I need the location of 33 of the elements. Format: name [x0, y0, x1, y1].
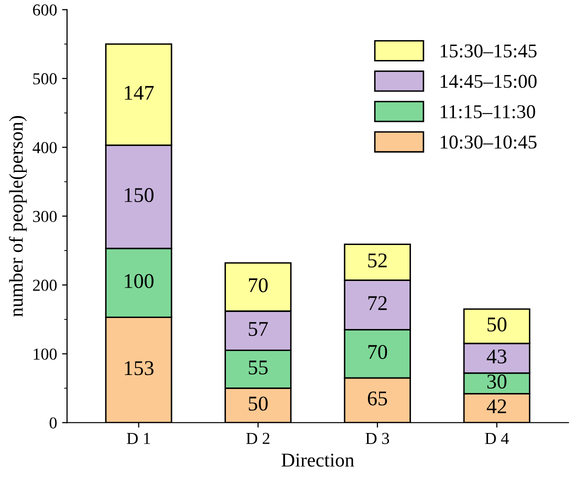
data-label: 147: [124, 86, 154, 100]
x-tick-label: D 4: [485, 432, 509, 444]
data-label: 153: [124, 361, 154, 376]
legend-label: 10:30–10:45: [440, 136, 537, 149]
x-tick-label: D 1: [126, 432, 150, 444]
data-label: 42: [486, 399, 506, 414]
y-tick-label: 0: [50, 417, 57, 429]
x-tick-label: D 2: [246, 432, 270, 444]
data-label: 70: [249, 278, 268, 292]
y-tick-label: 600: [33, 4, 57, 16]
data-label: 72: [368, 296, 387, 310]
data-label: 50: [488, 317, 506, 332]
legend-label: 15:30–15:45: [440, 44, 537, 58]
x-axis-title: Direction: [282, 454, 354, 467]
data-label: 43: [486, 349, 506, 364]
legend-label: 14:45–15:00: [440, 74, 537, 88]
data-label: 30: [487, 374, 506, 389]
data-label: 50: [248, 396, 268, 411]
data-label: 100: [124, 274, 154, 288]
data-label: 65: [368, 391, 388, 406]
y-tick-label: 400: [32, 142, 57, 154]
x-tick-label: D 3: [366, 432, 390, 444]
y-tick-label: 300: [33, 210, 57, 222]
y-tick-label: 500: [33, 73, 57, 84]
data-label: 150: [124, 188, 154, 202]
legend-label: 11:15–11:30: [440, 105, 536, 118]
data-label: 55: [248, 360, 268, 374]
data-label: 52: [368, 253, 387, 268]
y-axis-title: number of people(person): [8, 116, 27, 317]
data-label: 70: [368, 344, 388, 360]
data-label: 57: [248, 322, 268, 336]
y-tick-label: 100: [34, 348, 57, 360]
y-tick-label: 200: [33, 280, 57, 291]
